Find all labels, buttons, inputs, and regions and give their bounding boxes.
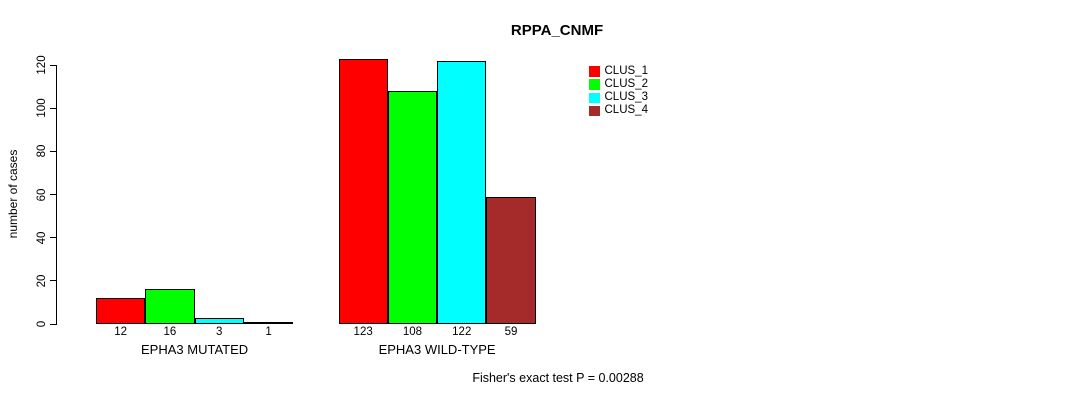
y-tick-label: 0 xyxy=(36,320,48,328)
group-label-2: EPHA3 WILD-TYPE xyxy=(378,342,496,357)
fisher-test-annotation: Fisher's exact test P = 0.00288 xyxy=(472,371,644,385)
bar-value-label: 123 xyxy=(353,326,373,338)
y-tick-mark xyxy=(50,280,57,282)
bar-clus_2-group2 xyxy=(387,90,438,324)
y-tick-mark xyxy=(50,194,57,195)
bar-value-label: 1 xyxy=(265,326,272,338)
bar-clus_1-group1 xyxy=(96,298,146,324)
y-tick-label: 40 xyxy=(36,231,48,245)
y-tick-mark xyxy=(50,150,57,152)
y-tick-label: 20 xyxy=(36,274,48,288)
bar-value-label: 3 xyxy=(216,326,223,338)
clus_3-swatch xyxy=(589,92,600,104)
bar-clus_3-group1 xyxy=(194,317,244,324)
bar-value-label: 108 xyxy=(402,326,423,338)
bar-value-label: 12 xyxy=(114,326,128,338)
y-tick-mark xyxy=(50,237,57,239)
legend-label-clus_1: CLUS_1 xyxy=(604,64,648,77)
y-tick-mark xyxy=(50,323,57,325)
y-axis-title: number of cases xyxy=(6,149,20,239)
bar-value-label: 122 xyxy=(452,326,472,338)
clus_1-swatch xyxy=(589,66,600,77)
y-tick-label: 100 xyxy=(36,98,48,118)
bar-value-label: 59 xyxy=(504,326,518,338)
bar-clus_3-group2 xyxy=(437,60,487,324)
bar-clus_4-group1 xyxy=(243,321,294,324)
chart-title: RPPA_CNMF xyxy=(510,22,604,39)
bar-clus_4-group2 xyxy=(486,196,536,324)
group-label-1: EPHA3 MUTATED xyxy=(141,342,249,357)
y-tick-label: 60 xyxy=(36,188,48,201)
y-tick-mark xyxy=(50,107,57,109)
y-tick-mark xyxy=(50,64,57,66)
bar-clus_1-group2 xyxy=(338,58,388,324)
legend-label-clus_4: CLUS_4 xyxy=(604,104,648,117)
clus_2-swatch xyxy=(589,79,600,90)
legend-label-clus_2: CLUS_2 xyxy=(604,77,648,90)
y-tick-label: 80 xyxy=(36,144,48,158)
y-tick-label: 120 xyxy=(36,55,48,75)
legend-label-clus_3: CLUS_3 xyxy=(604,91,648,104)
clus_4-swatch xyxy=(589,105,600,117)
bar-clus_2-group1 xyxy=(145,289,195,324)
bar-value-label: 16 xyxy=(163,326,177,338)
